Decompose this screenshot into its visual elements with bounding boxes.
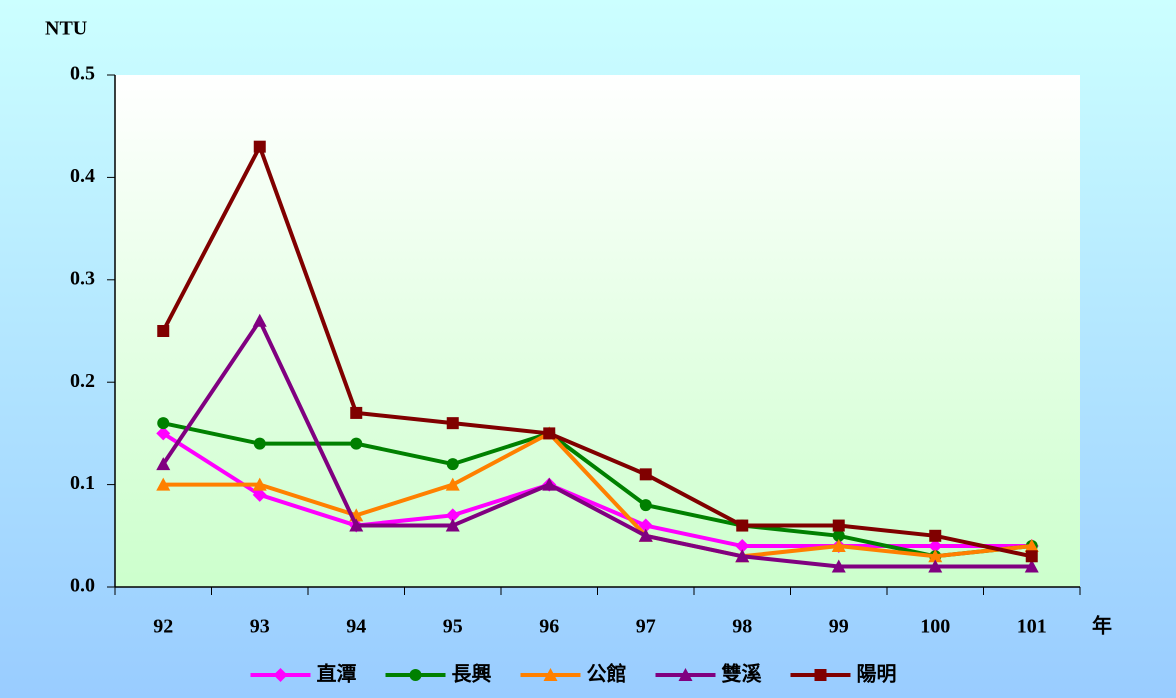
- data-point: [832, 519, 845, 532]
- data-point: [736, 519, 749, 532]
- legend-marker: [409, 669, 422, 681]
- y-tick-label: 0.0: [70, 575, 95, 597]
- legend-marker: [814, 669, 827, 681]
- data-point: [253, 140, 266, 153]
- x-tick-label: 96: [539, 616, 559, 638]
- data-point: [831, 559, 846, 573]
- data-point: [735, 549, 750, 563]
- legend-label: 直潭: [317, 662, 357, 686]
- data-point: [350, 437, 363, 450]
- data-point: [252, 313, 267, 327]
- data-point: [1024, 559, 1039, 573]
- x-tick-label: 95: [443, 616, 463, 638]
- x-axis-label: 年: [1092, 614, 1112, 638]
- legend-label: 雙溪: [722, 662, 763, 686]
- data-point: [446, 417, 459, 430]
- data-point: [542, 477, 557, 491]
- data-point: [445, 477, 460, 491]
- x-tick-label: 101: [1017, 616, 1047, 638]
- y-tick-label: 0.2: [70, 370, 95, 392]
- data-point: [1024, 539, 1039, 553]
- legend-label: 陽明: [857, 662, 897, 686]
- x-tick-label: 100: [920, 616, 950, 638]
- y-tick-label: 0.4: [70, 165, 95, 187]
- x-tick-label: 94: [346, 616, 366, 638]
- data-point: [928, 539, 943, 554]
- data-point: [156, 457, 171, 471]
- data-point: [1025, 550, 1038, 563]
- data-point: [252, 477, 267, 491]
- data-point: [735, 539, 750, 554]
- x-tick-label: 99: [829, 616, 849, 638]
- data-point: [349, 518, 364, 532]
- data-point: [928, 559, 943, 573]
- data-point: [639, 468, 652, 481]
- legend-marker: [273, 668, 288, 682]
- y-tick-label: 0.5: [70, 63, 95, 85]
- legend-marker: [543, 668, 558, 681]
- series-line: [161, 141, 1033, 559]
- legend-marker: [678, 668, 693, 681]
- data-point: [543, 427, 556, 440]
- x-tick-label: 92: [153, 616, 173, 638]
- series-line: [161, 316, 1032, 569]
- data-point: [832, 529, 845, 542]
- x-tick-label: 98: [732, 616, 752, 638]
- data-point: [156, 477, 171, 491]
- data-point: [445, 508, 460, 523]
- data-point: [928, 549, 943, 563]
- data-point: [446, 458, 459, 471]
- legend-label: 公館: [587, 662, 627, 686]
- series-line: [162, 421, 1032, 559]
- data-point: [638, 528, 653, 542]
- data-point: [157, 417, 170, 430]
- data-point: [638, 518, 653, 533]
- data-point: [253, 437, 266, 450]
- data-point: [929, 529, 942, 542]
- legend-label: 長興: [452, 662, 492, 686]
- y-tick-label: 0.3: [70, 267, 95, 289]
- data-point: [445, 518, 460, 532]
- data-point: [350, 406, 363, 419]
- x-tick-label: 97: [636, 616, 656, 638]
- x-tick-label: 93: [250, 616, 270, 638]
- data-point: [252, 487, 267, 502]
- y-tick-label: 0.1: [70, 472, 95, 494]
- data-point: [831, 539, 846, 553]
- data-point: [639, 499, 652, 512]
- data-point: [157, 325, 170, 337]
- data-point: [156, 426, 171, 441]
- series-line: [163, 430, 1032, 559]
- y-axis-label: NTU: [45, 18, 87, 40]
